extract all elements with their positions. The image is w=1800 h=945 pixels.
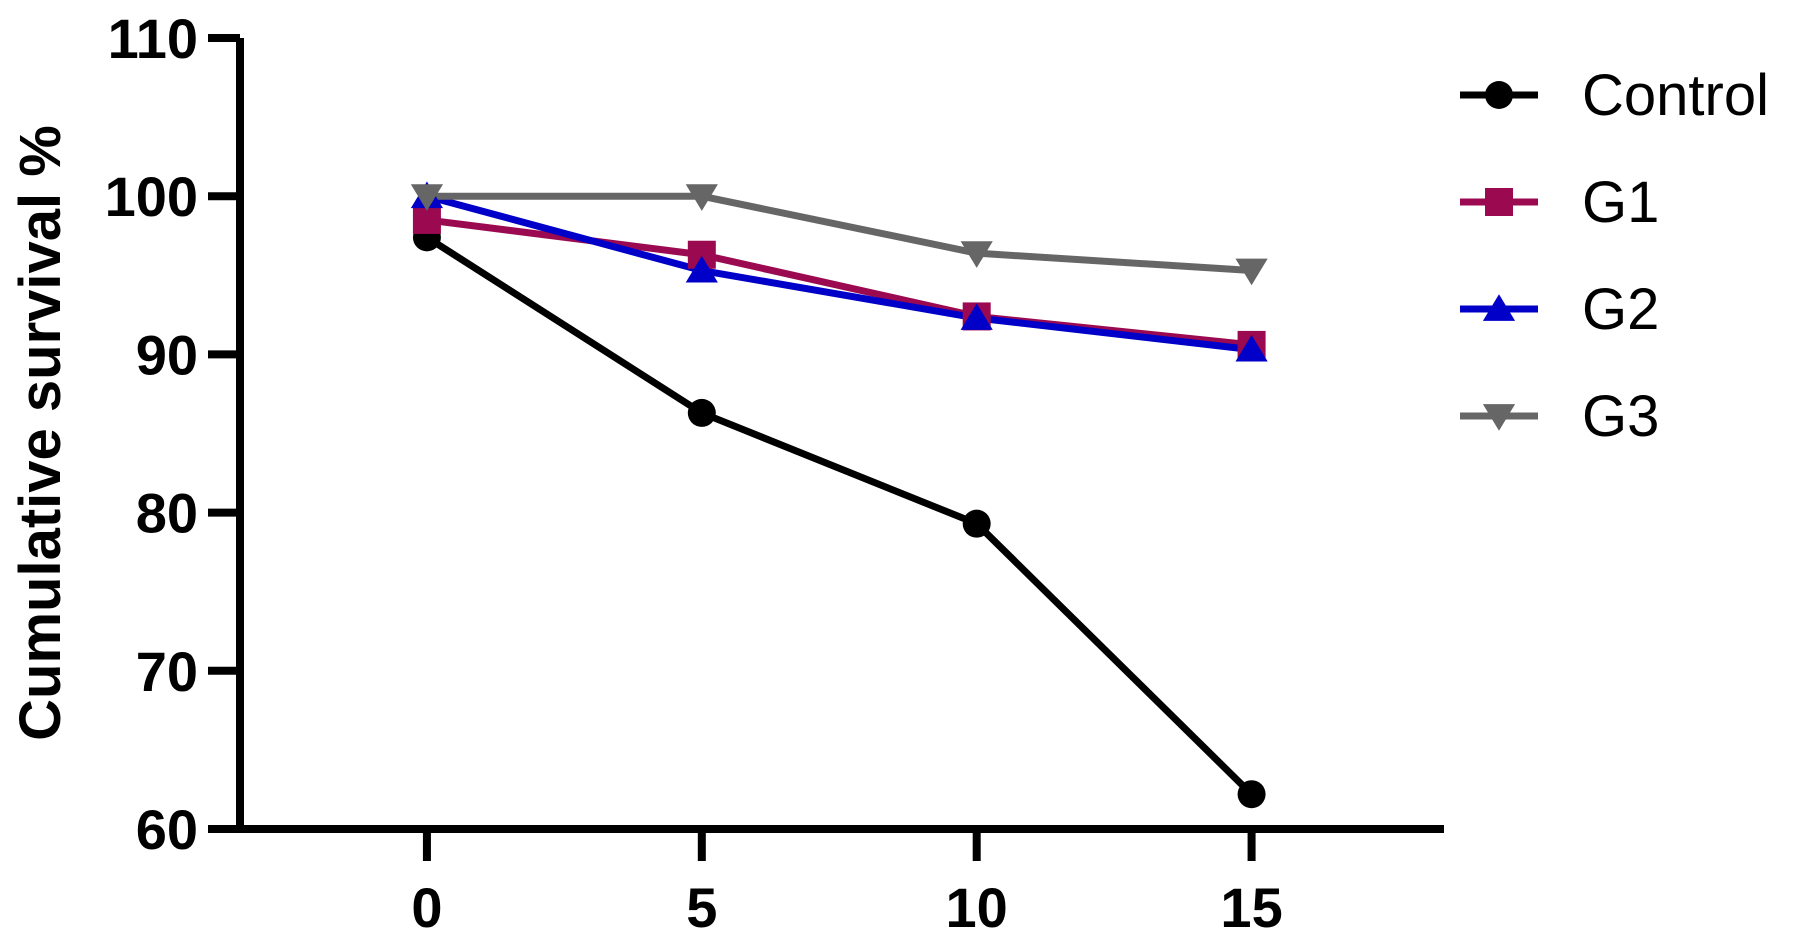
legend-marker-control — [1485, 81, 1513, 109]
axes: 60 70 80 90 100 110 0 5 10 15 — [105, 7, 1444, 939]
y-tick-label: 60 — [136, 798, 198, 861]
legend-label-g2: G2 — [1582, 277, 1659, 342]
data-point-g3 — [410, 184, 444, 211]
series-line-g2 — [426, 192, 1252, 354]
data-point-g2 — [685, 255, 718, 283]
data-point-g2 — [1235, 334, 1268, 362]
data-point-g2 — [960, 303, 993, 330]
series-line-g1 — [426, 216, 1252, 349]
x-tick-label: 10 — [946, 876, 1008, 939]
data-point-control — [1237, 780, 1266, 809]
data-point-control — [687, 398, 716, 427]
series-line-g3 — [426, 192, 1252, 275]
legend-label-g1: G1 — [1582, 170, 1659, 235]
x-tick-label: 15 — [1220, 876, 1282, 939]
data-point-g3 — [685, 184, 718, 211]
legend-marker-g3 — [1482, 404, 1516, 431]
y-tick-label: 80 — [136, 482, 198, 545]
data-point-g3 — [1235, 258, 1268, 286]
x-tick-label: 5 — [686, 876, 717, 939]
y-tick-label: 90 — [136, 323, 198, 386]
legend-marker-g2 — [1482, 294, 1516, 321]
x-tick-label: 0 — [411, 876, 442, 939]
data-point-control — [962, 509, 991, 538]
y-tick-label: 70 — [136, 640, 198, 703]
y-tick-label: 100 — [105, 165, 198, 228]
y-tick-label: 110 — [108, 7, 198, 70]
legend-label-g3: G3 — [1582, 384, 1659, 449]
data-point-g3 — [960, 241, 993, 268]
y-axis-title: Cumulative survival % — [8, 125, 73, 741]
legend-label-control: Control — [1582, 63, 1769, 128]
legend: Control G1 G2 G3 — [1460, 63, 1769, 449]
series-line-control — [425, 234, 1255, 797]
plot-area — [410, 181, 1268, 809]
legend-marker-g1 — [1485, 188, 1513, 216]
